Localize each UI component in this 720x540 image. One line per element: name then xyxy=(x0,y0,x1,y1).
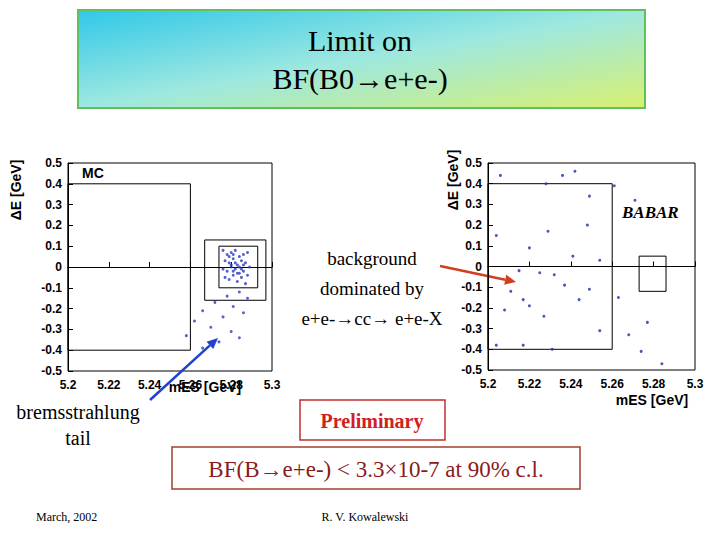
svg-text:0: 0 xyxy=(55,260,62,274)
svg-text:5.26: 5.26 xyxy=(179,378,203,392)
svg-text:dominated by: dominated by xyxy=(320,278,424,299)
svg-text:e+e-→cc→ e+e-X: e+e-→cc→ e+e-X xyxy=(301,308,442,329)
svg-text:-0.5: -0.5 xyxy=(461,363,482,377)
svg-text:ΔE [GeV]: ΔE [GeV] xyxy=(445,150,461,211)
svg-text:5.3: 5.3 xyxy=(687,377,704,391)
svg-text:5.24: 5.24 xyxy=(138,378,162,392)
svg-text:tail: tail xyxy=(65,427,91,449)
svg-text:MC: MC xyxy=(82,165,104,181)
svg-text:5.22: 5.22 xyxy=(518,377,542,391)
svg-text:-0.4: -0.4 xyxy=(461,342,482,356)
svg-text:-0.1: -0.1 xyxy=(461,280,482,294)
svg-text:BF(B→e+e-) < 3.3×10-7 at 90% c: BF(B→e+e-) < 3.3×10-7 at 90% c.l. xyxy=(208,457,543,482)
svg-text:BABAR: BABAR xyxy=(621,203,679,222)
svg-text:-0.1: -0.1 xyxy=(41,281,62,295)
svg-text:0.5: 0.5 xyxy=(465,156,482,170)
svg-text:0.4: 0.4 xyxy=(45,177,62,191)
svg-text:5.26: 5.26 xyxy=(601,377,625,391)
svg-text:ΔE [GeV]: ΔE [GeV] xyxy=(8,160,24,221)
svg-text:0.4: 0.4 xyxy=(465,177,482,191)
svg-text:5.24: 5.24 xyxy=(559,377,583,391)
svg-text:-0.3: -0.3 xyxy=(41,322,62,336)
svg-text:Preliminary: Preliminary xyxy=(321,410,424,433)
svg-text:-0.3: -0.3 xyxy=(461,322,482,336)
svg-text:-0.2: -0.2 xyxy=(461,301,482,315)
svg-text:bremsstrahlung: bremsstrahlung xyxy=(16,401,139,424)
svg-text:-0.2: -0.2 xyxy=(41,302,62,316)
svg-text:5.28: 5.28 xyxy=(220,378,244,392)
svg-text:Limit on: Limit on xyxy=(308,24,412,57)
svg-text:5.2: 5.2 xyxy=(60,378,77,392)
svg-text:5.22: 5.22 xyxy=(97,378,121,392)
svg-text:BF(B0→e+e-): BF(B0→e+e-) xyxy=(272,62,447,96)
svg-text:0.2: 0.2 xyxy=(465,218,482,232)
svg-text:0.3: 0.3 xyxy=(465,197,482,211)
svg-text:5.3: 5.3 xyxy=(264,378,281,392)
svg-text:0.1: 0.1 xyxy=(465,239,482,253)
svg-text:0.5: 0.5 xyxy=(45,156,62,170)
svg-text:R. V. Kowalewski: R. V. Kowalewski xyxy=(322,510,410,524)
svg-text:0.1: 0.1 xyxy=(45,239,62,253)
svg-text:March, 2002: March, 2002 xyxy=(36,510,97,524)
svg-text:0.3: 0.3 xyxy=(45,198,62,212)
svg-text:5.28: 5.28 xyxy=(642,377,666,391)
svg-text:mES [GeV]: mES [GeV] xyxy=(616,392,688,408)
svg-text:background: background xyxy=(327,248,417,269)
svg-text:-0.5: -0.5 xyxy=(41,364,62,378)
svg-text:0.2: 0.2 xyxy=(45,218,62,232)
svg-text:mES [GeV]: mES [GeV] xyxy=(168,379,242,395)
svg-text:-0.4: -0.4 xyxy=(41,343,62,357)
svg-text:5.2: 5.2 xyxy=(480,377,497,391)
svg-text:0: 0 xyxy=(475,260,482,274)
